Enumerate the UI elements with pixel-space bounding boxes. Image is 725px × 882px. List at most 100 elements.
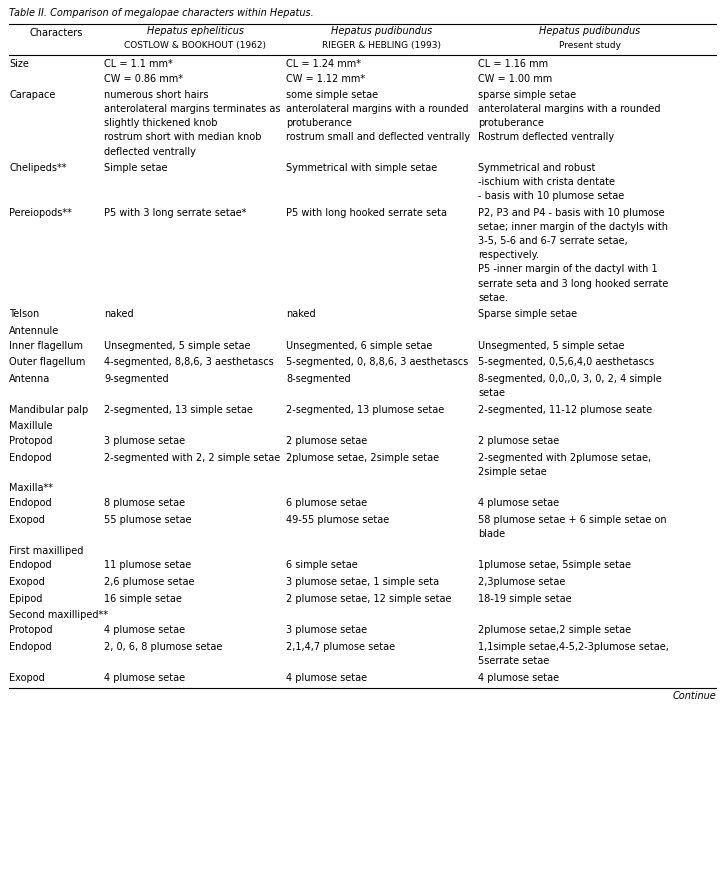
Text: First maxilliped: First maxilliped xyxy=(9,546,83,556)
Text: Unsegmented, 5 simple setae: Unsegmented, 5 simple setae xyxy=(104,340,251,351)
Text: Outer flagellum: Outer flagellum xyxy=(9,357,86,367)
Text: Exopod: Exopod xyxy=(9,673,45,683)
Text: 4 plumose setae: 4 plumose setae xyxy=(104,625,185,635)
Text: Symmetrical with simple setae: Symmetrical with simple setae xyxy=(286,163,437,173)
Text: 9-segmented: 9-segmented xyxy=(104,374,169,384)
Text: 2,3plumose setae: 2,3plumose setae xyxy=(478,577,566,587)
Text: 3 plumose setae: 3 plumose setae xyxy=(286,625,367,635)
Text: Simple setae: Simple setae xyxy=(104,163,167,173)
Text: CW = 0.86 mm*: CW = 0.86 mm* xyxy=(104,73,183,84)
Text: 1,1simple setae,4-5,2-3plumose setae,: 1,1simple setae,4-5,2-3plumose setae, xyxy=(478,642,669,652)
Text: 2-segmented with 2, 2 simple setae: 2-segmented with 2, 2 simple setae xyxy=(104,452,281,463)
Text: deflected ventrally: deflected ventrally xyxy=(104,146,196,157)
Text: P5 with 3 long serrate setae*: P5 with 3 long serrate setae* xyxy=(104,208,246,218)
Text: Hepatus pudibundus: Hepatus pudibundus xyxy=(539,26,641,35)
Text: 8-segmented: 8-segmented xyxy=(286,374,351,384)
Text: Hepatus pudibundus: Hepatus pudibundus xyxy=(331,26,433,35)
Text: 2-segmented, 13 plumose setae: 2-segmented, 13 plumose setae xyxy=(286,405,444,415)
Text: Pereiopods**: Pereiopods** xyxy=(9,208,72,218)
Text: rostrum small and deflected ventrally: rostrum small and deflected ventrally xyxy=(286,132,470,143)
Text: Protopod: Protopod xyxy=(9,625,52,635)
Text: CL = 1.24 mm*: CL = 1.24 mm* xyxy=(286,59,361,70)
Text: naked: naked xyxy=(286,310,315,319)
Text: anterolateral margins with a rounded: anterolateral margins with a rounded xyxy=(286,104,468,115)
Text: anterolateral margins terminates as: anterolateral margins terminates as xyxy=(104,104,281,115)
Text: Size: Size xyxy=(9,59,29,70)
Text: Chelipeds**: Chelipeds** xyxy=(9,163,67,173)
Text: Endopod: Endopod xyxy=(9,498,51,508)
Text: Inner flagellum: Inner flagellum xyxy=(9,340,83,351)
Text: 11 plumose setae: 11 plumose setae xyxy=(104,560,191,571)
Text: Rostrum deflected ventrally: Rostrum deflected ventrally xyxy=(478,132,614,143)
Text: Antenna: Antenna xyxy=(9,374,50,384)
Text: 4 plumose setae: 4 plumose setae xyxy=(286,673,367,683)
Text: 2 plumose setae: 2 plumose setae xyxy=(478,436,559,446)
Text: 18-19 simple setae: 18-19 simple setae xyxy=(478,594,571,604)
Text: -ischium with crista dentate: -ischium with crista dentate xyxy=(478,177,615,187)
Text: 49-55 plumose setae: 49-55 plumose setae xyxy=(286,515,389,525)
Text: 2plumose setae,2 simple setae: 2plumose setae,2 simple setae xyxy=(478,625,631,635)
Text: COSTLOW & BOOKHOUT (1962): COSTLOW & BOOKHOUT (1962) xyxy=(124,41,266,50)
Text: 5-segmented, 0,5,6,4,0 aesthetascs: 5-segmented, 0,5,6,4,0 aesthetascs xyxy=(478,357,654,367)
Text: sparse simple setae: sparse simple setae xyxy=(478,90,576,101)
Text: Unsegmented, 5 simple setae: Unsegmented, 5 simple setae xyxy=(478,340,624,351)
Text: CL = 1.1 mm*: CL = 1.1 mm* xyxy=(104,59,173,70)
Text: blade: blade xyxy=(478,529,505,539)
Text: 2 plumose setae, 12 simple setae: 2 plumose setae, 12 simple setae xyxy=(286,594,452,604)
Text: Endopod: Endopod xyxy=(9,452,51,463)
Text: numerous short hairs: numerous short hairs xyxy=(104,90,209,101)
Text: Protopod: Protopod xyxy=(9,436,52,446)
Text: Epipod: Epipod xyxy=(9,594,42,604)
Text: Table II. Comparison of megalopae characters within Hepatus.: Table II. Comparison of megalopae charac… xyxy=(9,8,314,18)
Text: 2simple setae: 2simple setae xyxy=(478,467,547,477)
Text: naked: naked xyxy=(104,310,133,319)
Text: serrate seta and 3 long hooked serrate: serrate seta and 3 long hooked serrate xyxy=(478,279,668,288)
Text: setae: setae xyxy=(478,388,505,398)
Text: 2, 0, 6, 8 plumose setae: 2, 0, 6, 8 plumose setae xyxy=(104,642,223,652)
Text: Mandibular palp: Mandibular palp xyxy=(9,405,88,415)
Text: P5 with long hooked serrate seta: P5 with long hooked serrate seta xyxy=(286,208,447,218)
Text: 2-segmented, 11-12 plumose seate: 2-segmented, 11-12 plumose seate xyxy=(478,405,652,415)
Text: slightly thickened knob: slightly thickened knob xyxy=(104,118,218,129)
Text: 3-5, 5-6 and 6-7 serrate setae,: 3-5, 5-6 and 6-7 serrate setae, xyxy=(478,236,628,246)
Text: respectively.: respectively. xyxy=(478,250,539,260)
Text: 2plumose setae, 2simple setae: 2plumose setae, 2simple setae xyxy=(286,452,439,463)
Text: 2,1,4,7 plumose setae: 2,1,4,7 plumose setae xyxy=(286,642,395,652)
Text: 58 plumose setae + 6 simple setae on: 58 plumose setae + 6 simple setae on xyxy=(478,515,666,525)
Text: 2 plumose setae: 2 plumose setae xyxy=(286,436,368,446)
Text: 1plumose setae, 5simple setae: 1plumose setae, 5simple setae xyxy=(478,560,631,571)
Text: Exopod: Exopod xyxy=(9,515,45,525)
Text: 8-segmented, 0,0,,0, 3, 0, 2, 4 simple: 8-segmented, 0,0,,0, 3, 0, 2, 4 simple xyxy=(478,374,662,384)
Text: Second maxilliped**: Second maxilliped** xyxy=(9,610,108,620)
Text: Antennule: Antennule xyxy=(9,325,59,336)
Text: 4 plumose setae: 4 plumose setae xyxy=(478,498,559,508)
Text: Endopod: Endopod xyxy=(9,642,51,652)
Text: Continue: Continue xyxy=(672,691,716,701)
Text: P2, P3 and P4 - basis with 10 plumose: P2, P3 and P4 - basis with 10 plumose xyxy=(478,208,665,218)
Text: CL = 1.16 mm: CL = 1.16 mm xyxy=(478,59,548,70)
Text: 4 plumose setae: 4 plumose setae xyxy=(104,673,185,683)
Text: 8 plumose setae: 8 plumose setae xyxy=(104,498,185,508)
Text: 4-segmented, 8,8,6, 3 aesthetascs: 4-segmented, 8,8,6, 3 aesthetascs xyxy=(104,357,274,367)
Text: Carapace: Carapace xyxy=(9,90,55,101)
Text: protuberance: protuberance xyxy=(286,118,352,129)
Text: RIEGER & HEBLING (1993): RIEGER & HEBLING (1993) xyxy=(323,41,442,50)
Text: Telson: Telson xyxy=(9,310,39,319)
Text: Maxillule: Maxillule xyxy=(9,422,52,431)
Text: Maxilla**: Maxilla** xyxy=(9,483,53,494)
Text: Hepatus epheliticus: Hepatus epheliticus xyxy=(146,26,244,35)
Text: P5 -inner margin of the dactyl with 1: P5 -inner margin of the dactyl with 1 xyxy=(478,265,658,274)
Text: setae.: setae. xyxy=(478,293,508,303)
Text: protuberance: protuberance xyxy=(478,118,544,129)
Text: Present study: Present study xyxy=(559,41,621,50)
Text: 2,6 plumose setae: 2,6 plumose setae xyxy=(104,577,194,587)
Text: rostrum short with median knob: rostrum short with median knob xyxy=(104,132,262,143)
Text: - basis with 10 plumose setae: - basis with 10 plumose setae xyxy=(478,191,624,201)
Text: 4 plumose setae: 4 plumose setae xyxy=(478,673,559,683)
Text: 6 simple setae: 6 simple setae xyxy=(286,560,357,571)
Text: Sparse simple setae: Sparse simple setae xyxy=(478,310,577,319)
Text: Characters: Characters xyxy=(30,28,83,39)
Text: 5-segmented, 0, 8,8,6, 3 aesthetascs: 5-segmented, 0, 8,8,6, 3 aesthetascs xyxy=(286,357,468,367)
Text: 2-segmented with 2plumose setae,: 2-segmented with 2plumose setae, xyxy=(478,452,651,463)
Text: CW = 1.12 mm*: CW = 1.12 mm* xyxy=(286,73,365,84)
